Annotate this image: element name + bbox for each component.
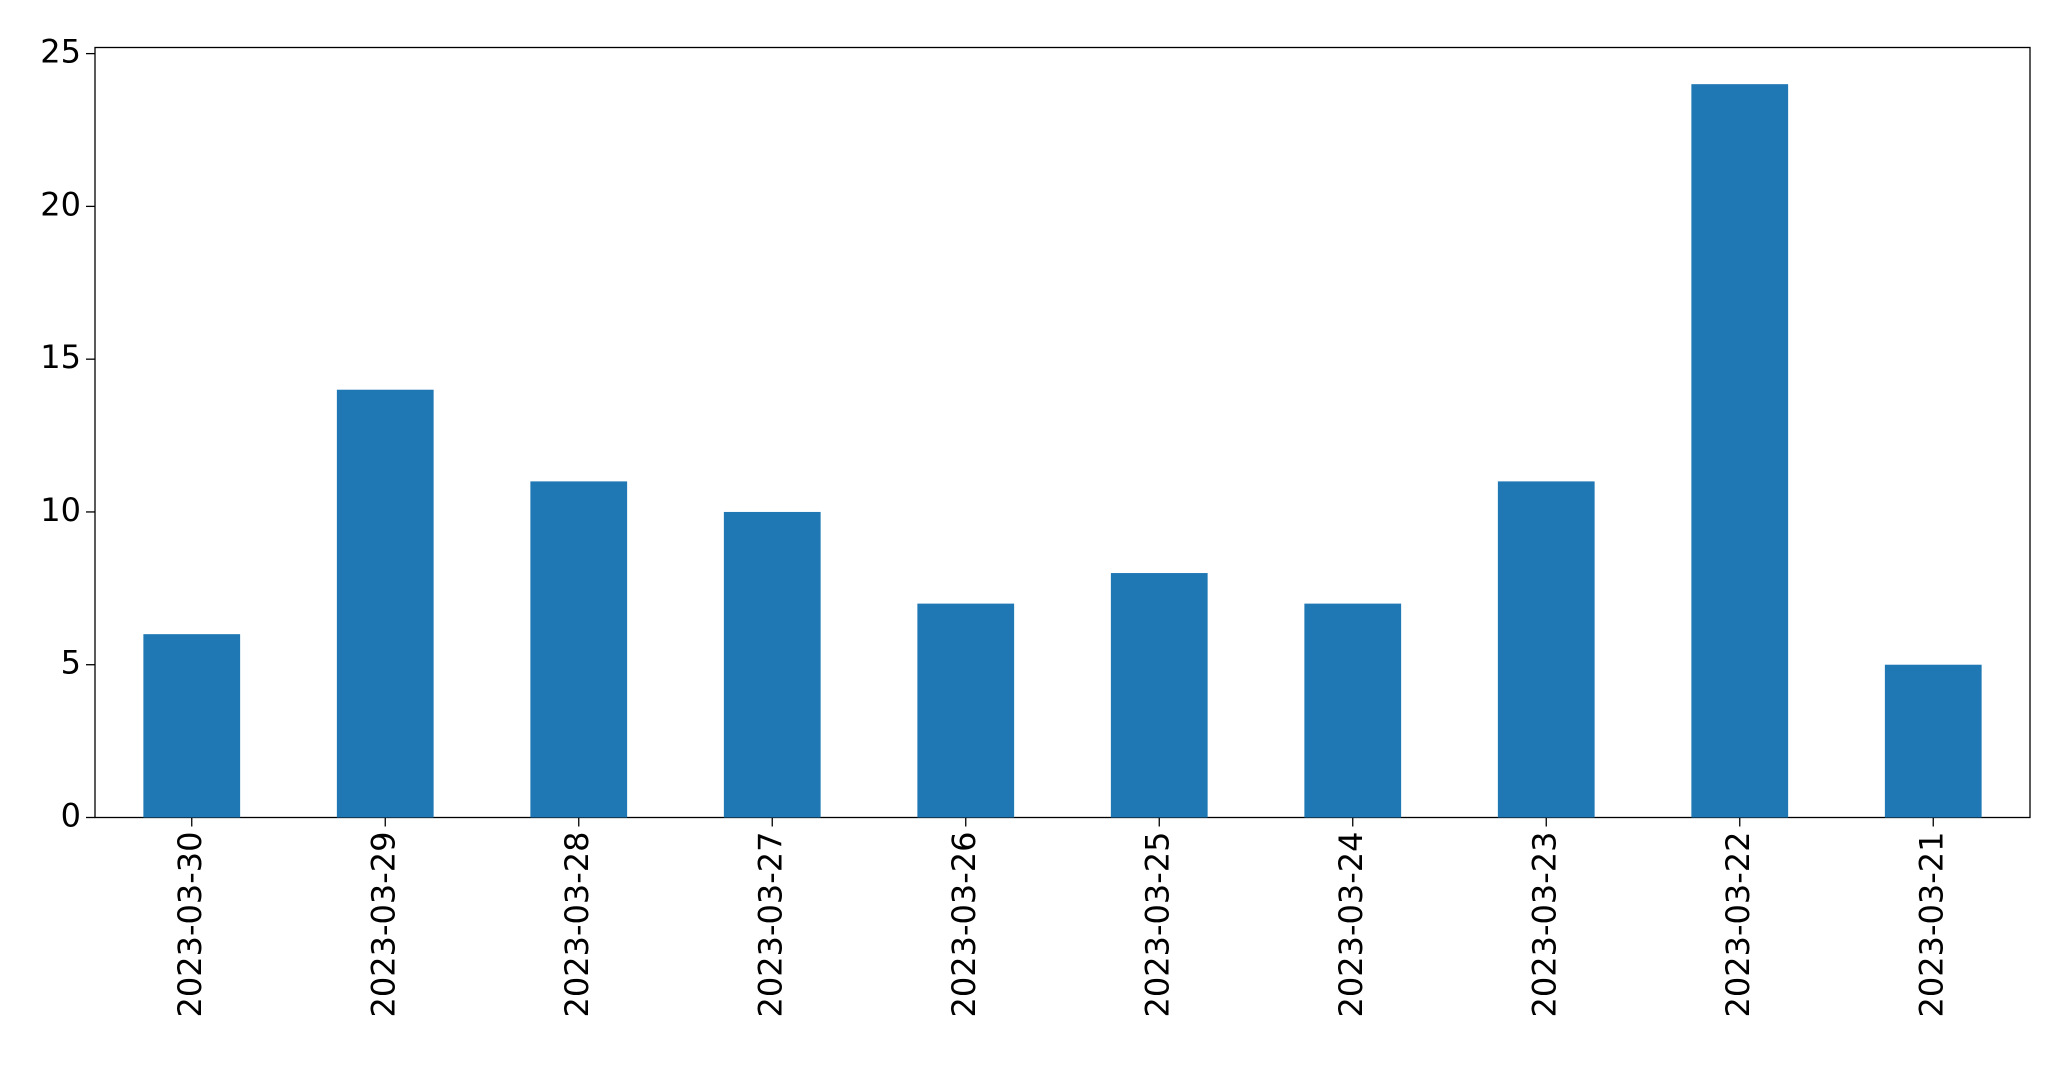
bar bbox=[723, 511, 821, 818]
x-tick-label: 2023-03-24 bbox=[1332, 832, 1370, 1018]
y-tick-label: 20 bbox=[40, 185, 81, 223]
x-tick-label: 2023-03-26 bbox=[945, 832, 983, 1018]
x-tick-label: 2023-03-28 bbox=[558, 832, 596, 1018]
x-tick-label: 2023-03-23 bbox=[1525, 832, 1563, 1018]
x-tick-label: 2023-03-25 bbox=[1138, 832, 1176, 1018]
x-tick-label: 2023-03-29 bbox=[364, 832, 402, 1018]
x-tick-label: 2023-03-21 bbox=[1912, 832, 1950, 1018]
bar bbox=[336, 389, 434, 818]
bar bbox=[1691, 84, 1789, 818]
x-tick-label: 2023-03-30 bbox=[171, 832, 209, 1018]
bar bbox=[530, 481, 628, 818]
y-tick-label: 5 bbox=[61, 644, 81, 682]
bar bbox=[1110, 573, 1208, 818]
y-tick-label: 25 bbox=[40, 33, 81, 71]
bar bbox=[917, 603, 1015, 818]
x-tick-label: 2023-03-22 bbox=[1719, 832, 1757, 1018]
y-tick-label: 15 bbox=[40, 338, 81, 376]
bar bbox=[143, 634, 241, 818]
bar bbox=[1884, 664, 1982, 818]
bar bbox=[1497, 481, 1595, 818]
plot-frame bbox=[94, 46, 2031, 819]
y-tick-label: 0 bbox=[61, 797, 81, 835]
y-tick-label: 10 bbox=[40, 491, 81, 529]
x-tick-label: 2023-03-27 bbox=[751, 832, 789, 1018]
bar bbox=[1304, 603, 1402, 818]
